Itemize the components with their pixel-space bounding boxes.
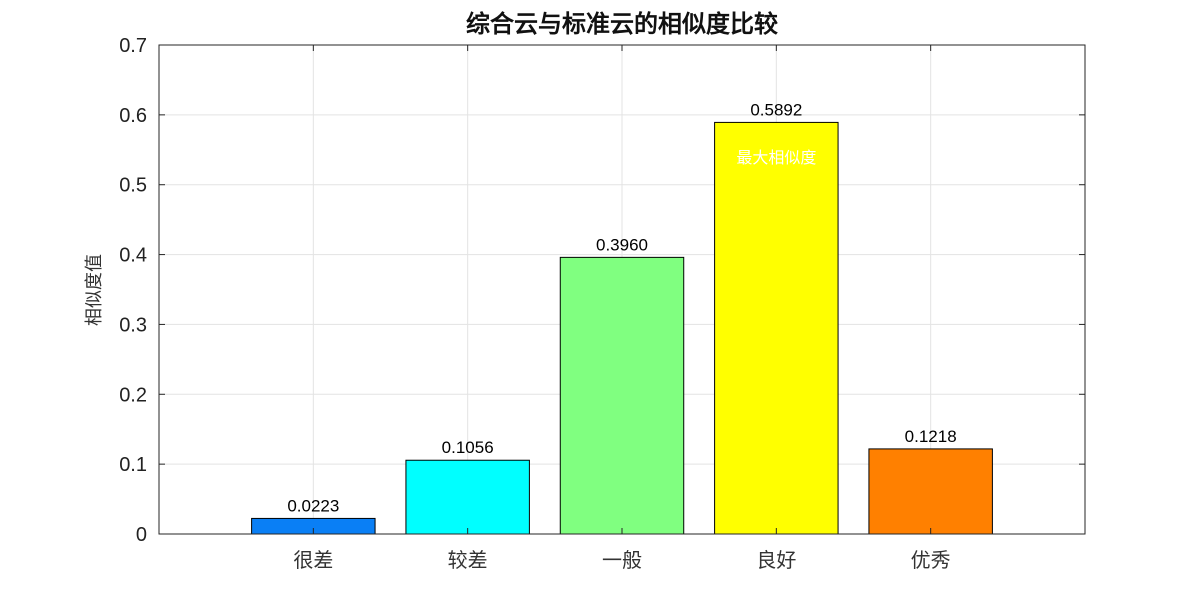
bar [559, 256, 685, 535]
x-tick-label: 一般 [602, 548, 642, 572]
x-tick-label: 良好 [756, 548, 796, 572]
chart-title: 综合云与标准云的相似度比较 [466, 9, 778, 38]
bar [405, 459, 530, 535]
x-tick-label: 很差 [293, 548, 333, 572]
annotation-label: 最大相似度 [736, 148, 816, 167]
data-label: 0.3960 [596, 235, 648, 254]
bar [868, 448, 993, 535]
axis-ticks [159, 44, 1085, 535]
y-tick-label: 0 [136, 524, 147, 546]
y-tick-label: 0.7 [119, 35, 147, 57]
y-tick-label: 0.5 [119, 175, 147, 197]
data-label: 0.0223 [287, 496, 339, 515]
y-tick-label: 0.1 [119, 454, 147, 476]
x-tick-label: 优秀 [911, 548, 951, 572]
y-tick-label: 0.3 [119, 314, 147, 336]
y-tick-label: 0.4 [119, 245, 147, 267]
y-tick-label: 0.6 [119, 105, 147, 127]
data-label: 0.1056 [442, 438, 494, 457]
data-label: 0.5892 [750, 100, 802, 119]
bar [714, 121, 839, 535]
y-axis-label: 相似度值 [84, 254, 105, 326]
y-tick-label: 0.2 [119, 384, 147, 406]
x-tick-label: 较差 [448, 548, 488, 572]
bars [251, 121, 993, 535]
chart-labels: 0 0.1 0.2 0.3 0.4 0.5 0.6 0.7 很差 较差 一般 良好 优秀 0.0223 0.… [119, 35, 956, 572]
data-label: 0.1218 [905, 427, 957, 446]
